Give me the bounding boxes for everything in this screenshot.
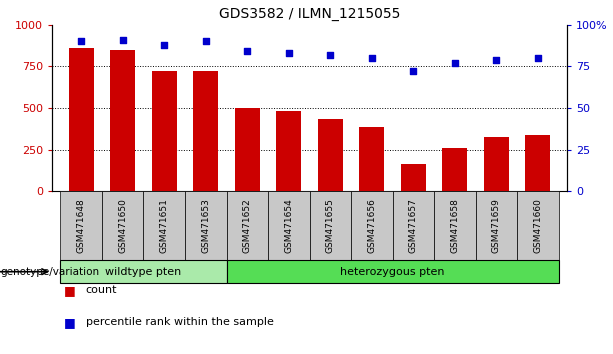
Point	[118, 37, 128, 42]
Text: GSM471660: GSM471660	[533, 198, 543, 253]
Bar	[268, 191, 310, 260]
Bar	[193, 72, 218, 191]
Text: heterozygous pten: heterozygous pten	[340, 267, 445, 277]
Bar	[110, 50, 135, 191]
Text: genotype/variation: genotype/variation	[0, 267, 99, 277]
Text: count: count	[86, 285, 117, 295]
Text: GSM471657: GSM471657	[409, 198, 418, 253]
Point	[201, 39, 211, 44]
Text: wildtype pten: wildtype pten	[105, 267, 181, 277]
Bar	[227, 191, 268, 260]
Bar	[152, 72, 177, 191]
Bar	[143, 191, 185, 260]
Text: GSM471655: GSM471655	[326, 198, 335, 253]
Bar	[235, 108, 260, 191]
Bar	[525, 136, 550, 191]
Text: GSM471656: GSM471656	[367, 198, 376, 253]
Text: GSM471651: GSM471651	[160, 198, 169, 253]
Text: percentile rank within the sample: percentile rank within the sample	[86, 317, 273, 327]
Point	[76, 39, 86, 44]
Point	[533, 55, 543, 61]
Title: GDS3582 / ILMN_1215055: GDS3582 / ILMN_1215055	[219, 7, 400, 21]
Point	[450, 60, 460, 66]
Bar	[434, 191, 476, 260]
Bar	[69, 48, 94, 191]
Bar	[227, 260, 558, 283]
Point	[242, 48, 252, 54]
Bar	[517, 191, 558, 260]
Point	[367, 55, 377, 61]
Bar	[476, 191, 517, 260]
Bar	[392, 191, 434, 260]
Text: GSM471658: GSM471658	[451, 198, 459, 253]
Point	[492, 57, 501, 63]
Text: GSM471654: GSM471654	[284, 198, 293, 253]
Bar	[276, 111, 301, 191]
Bar	[401, 164, 426, 191]
Point	[408, 69, 418, 74]
Text: GSM471659: GSM471659	[492, 198, 501, 253]
Bar	[61, 260, 227, 283]
Bar	[185, 191, 227, 260]
Text: GSM471653: GSM471653	[201, 198, 210, 253]
Bar	[310, 191, 351, 260]
Bar	[443, 148, 467, 191]
Text: GSM471650: GSM471650	[118, 198, 128, 253]
Bar	[102, 191, 143, 260]
Text: ■: ■	[64, 316, 76, 329]
Point	[284, 50, 294, 56]
Bar	[484, 137, 509, 191]
Point	[159, 42, 169, 47]
Bar	[351, 191, 392, 260]
Text: ■: ■	[64, 284, 76, 297]
Bar	[318, 119, 343, 191]
Bar	[61, 191, 102, 260]
Text: GSM471648: GSM471648	[77, 198, 86, 253]
Text: GSM471652: GSM471652	[243, 198, 252, 253]
Bar	[359, 127, 384, 191]
Point	[326, 52, 335, 58]
